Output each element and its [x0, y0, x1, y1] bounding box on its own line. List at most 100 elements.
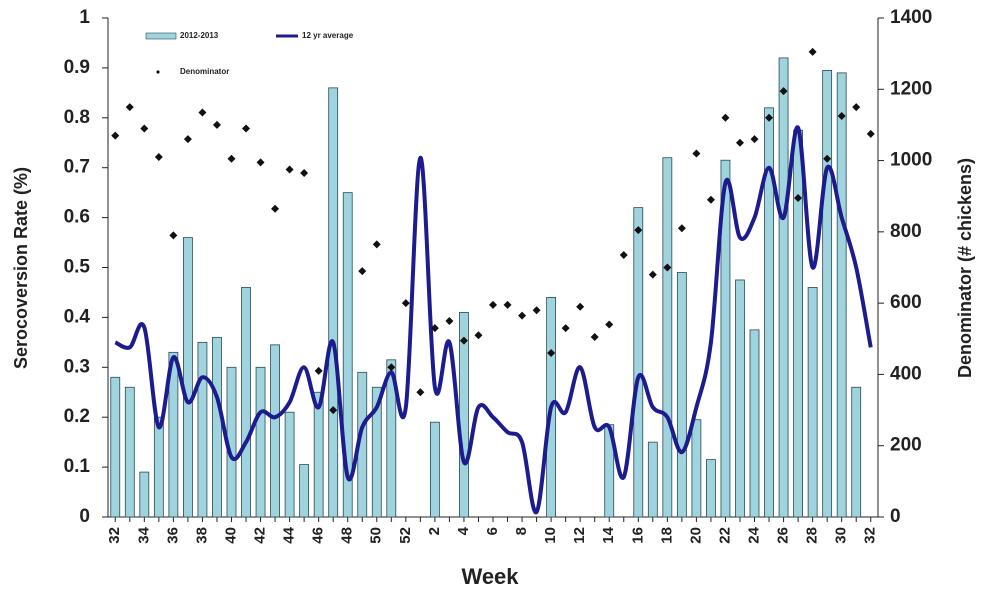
- x-tick-label: 32: [106, 527, 123, 544]
- x-axis-title: Week: [461, 564, 519, 589]
- x-tick-label: 2: [426, 527, 443, 535]
- y2-tick-label: 1400: [890, 7, 932, 28]
- denominator-point: [372, 240, 381, 249]
- bar: [241, 287, 251, 518]
- denominator-point: [779, 87, 788, 96]
- denominator-point: [750, 135, 759, 144]
- x-tick-label: 6: [484, 527, 501, 535]
- x-tick-label: 24: [745, 526, 762, 543]
- denominator-point: [735, 138, 744, 147]
- bar: [735, 279, 745, 518]
- denominator-point: [706, 195, 715, 204]
- bar: [110, 376, 121, 518]
- bar: [284, 411, 295, 518]
- denominator-point: [285, 165, 294, 174]
- denominator-point: [532, 306, 541, 315]
- average-line: [114, 125, 873, 515]
- denominator-point: [721, 113, 730, 122]
- bar: [778, 57, 789, 518]
- denominator-point: [794, 193, 803, 202]
- y-tick-label: 0.8: [64, 107, 90, 128]
- x-tick-label: 48: [339, 527, 356, 544]
- denominator-point: [198, 108, 207, 117]
- bar: [153, 416, 164, 518]
- y2-tick-label: 600: [890, 292, 922, 313]
- y2-tick-label: 200: [890, 435, 922, 456]
- y-tick-label: 1: [79, 7, 90, 28]
- legend-label: Denominator: [180, 67, 229, 76]
- denominator-point: [634, 226, 643, 235]
- denominator-point: [518, 311, 527, 320]
- denominator-point: [358, 267, 367, 276]
- x-tick-label: 50: [368, 527, 385, 544]
- y-tick-label: 0.9: [64, 57, 90, 78]
- bar: [270, 344, 280, 518]
- x-tick-label: 8: [513, 527, 530, 535]
- y-tick-label: 0: [79, 506, 90, 527]
- denominator-point: [430, 324, 439, 333]
- y-tick-label: 0.5: [64, 257, 91, 278]
- y-tick-label: 0.1: [64, 456, 91, 477]
- bar: [691, 419, 702, 518]
- denominator-point: [605, 320, 614, 329]
- x-tick-label: 22: [716, 527, 733, 544]
- y-axis-title: Serocoversion Rate (%): [11, 167, 31, 369]
- y2-tick-label: 0: [890, 506, 901, 527]
- x-tick-label: 18: [658, 527, 675, 544]
- x-tick-label: 52: [397, 527, 414, 544]
- denominator-point: [663, 263, 672, 272]
- x-tick-label: 10: [542, 527, 559, 544]
- bar: [371, 386, 382, 518]
- legend-swatch: [145, 32, 177, 40]
- x-tick-label: 14: [600, 526, 617, 543]
- denominator-point: [808, 47, 817, 56]
- x-tick-label: 16: [629, 527, 646, 544]
- bar: [183, 237, 193, 518]
- y-tick-label: 0.7: [64, 157, 90, 178]
- denominator-point: [169, 231, 178, 240]
- x-tick-label: 36: [164, 527, 181, 544]
- x-tick-label: 12: [571, 527, 588, 544]
- bar: [197, 341, 208, 518]
- x-tick-label: 4: [455, 526, 472, 535]
- denominator-point: [445, 316, 454, 325]
- x-tick-label: 46: [310, 527, 327, 544]
- legend-label: 2012-2013: [180, 31, 219, 40]
- denominator-point: [677, 224, 686, 233]
- y-tick-label: 0.4: [64, 306, 91, 327]
- denominator-point: [474, 331, 483, 340]
- x-tick-label: 34: [135, 526, 152, 543]
- legend-label: 12 yr average: [302, 31, 354, 40]
- denominator-point: [271, 204, 280, 213]
- denominator-point: [590, 333, 599, 342]
- denominator-point: [852, 103, 861, 112]
- bar: [139, 471, 150, 518]
- denominator-point: [300, 169, 309, 178]
- x-tick-label: 30: [833, 527, 850, 544]
- denominator-point: [866, 129, 875, 138]
- bar: [212, 336, 222, 518]
- denominator-point: [489, 300, 497, 309]
- bar: [662, 157, 673, 518]
- bar: [764, 107, 774, 518]
- denominator-point: [183, 135, 192, 144]
- bar: [836, 72, 847, 518]
- y2-tick-label: 800: [890, 221, 922, 242]
- denominator-point: [256, 158, 265, 167]
- denominator-point: [140, 124, 149, 133]
- x-tick-label: 32: [862, 527, 879, 544]
- denominator-point: [547, 349, 556, 358]
- bar: [342, 192, 353, 518]
- denominator-point: [648, 270, 657, 279]
- denominator-point: [242, 124, 251, 133]
- bar: [633, 207, 644, 518]
- denominator-point: [387, 363, 396, 372]
- denominator-point: [576, 302, 585, 311]
- bar: [793, 129, 803, 518]
- legend-swatch: [156, 70, 160, 74]
- y2-tick-label: 1200: [890, 78, 932, 99]
- y-tick-label: 0.2: [64, 406, 90, 427]
- bar: [676, 272, 687, 518]
- x-tick-label: 44: [281, 526, 298, 543]
